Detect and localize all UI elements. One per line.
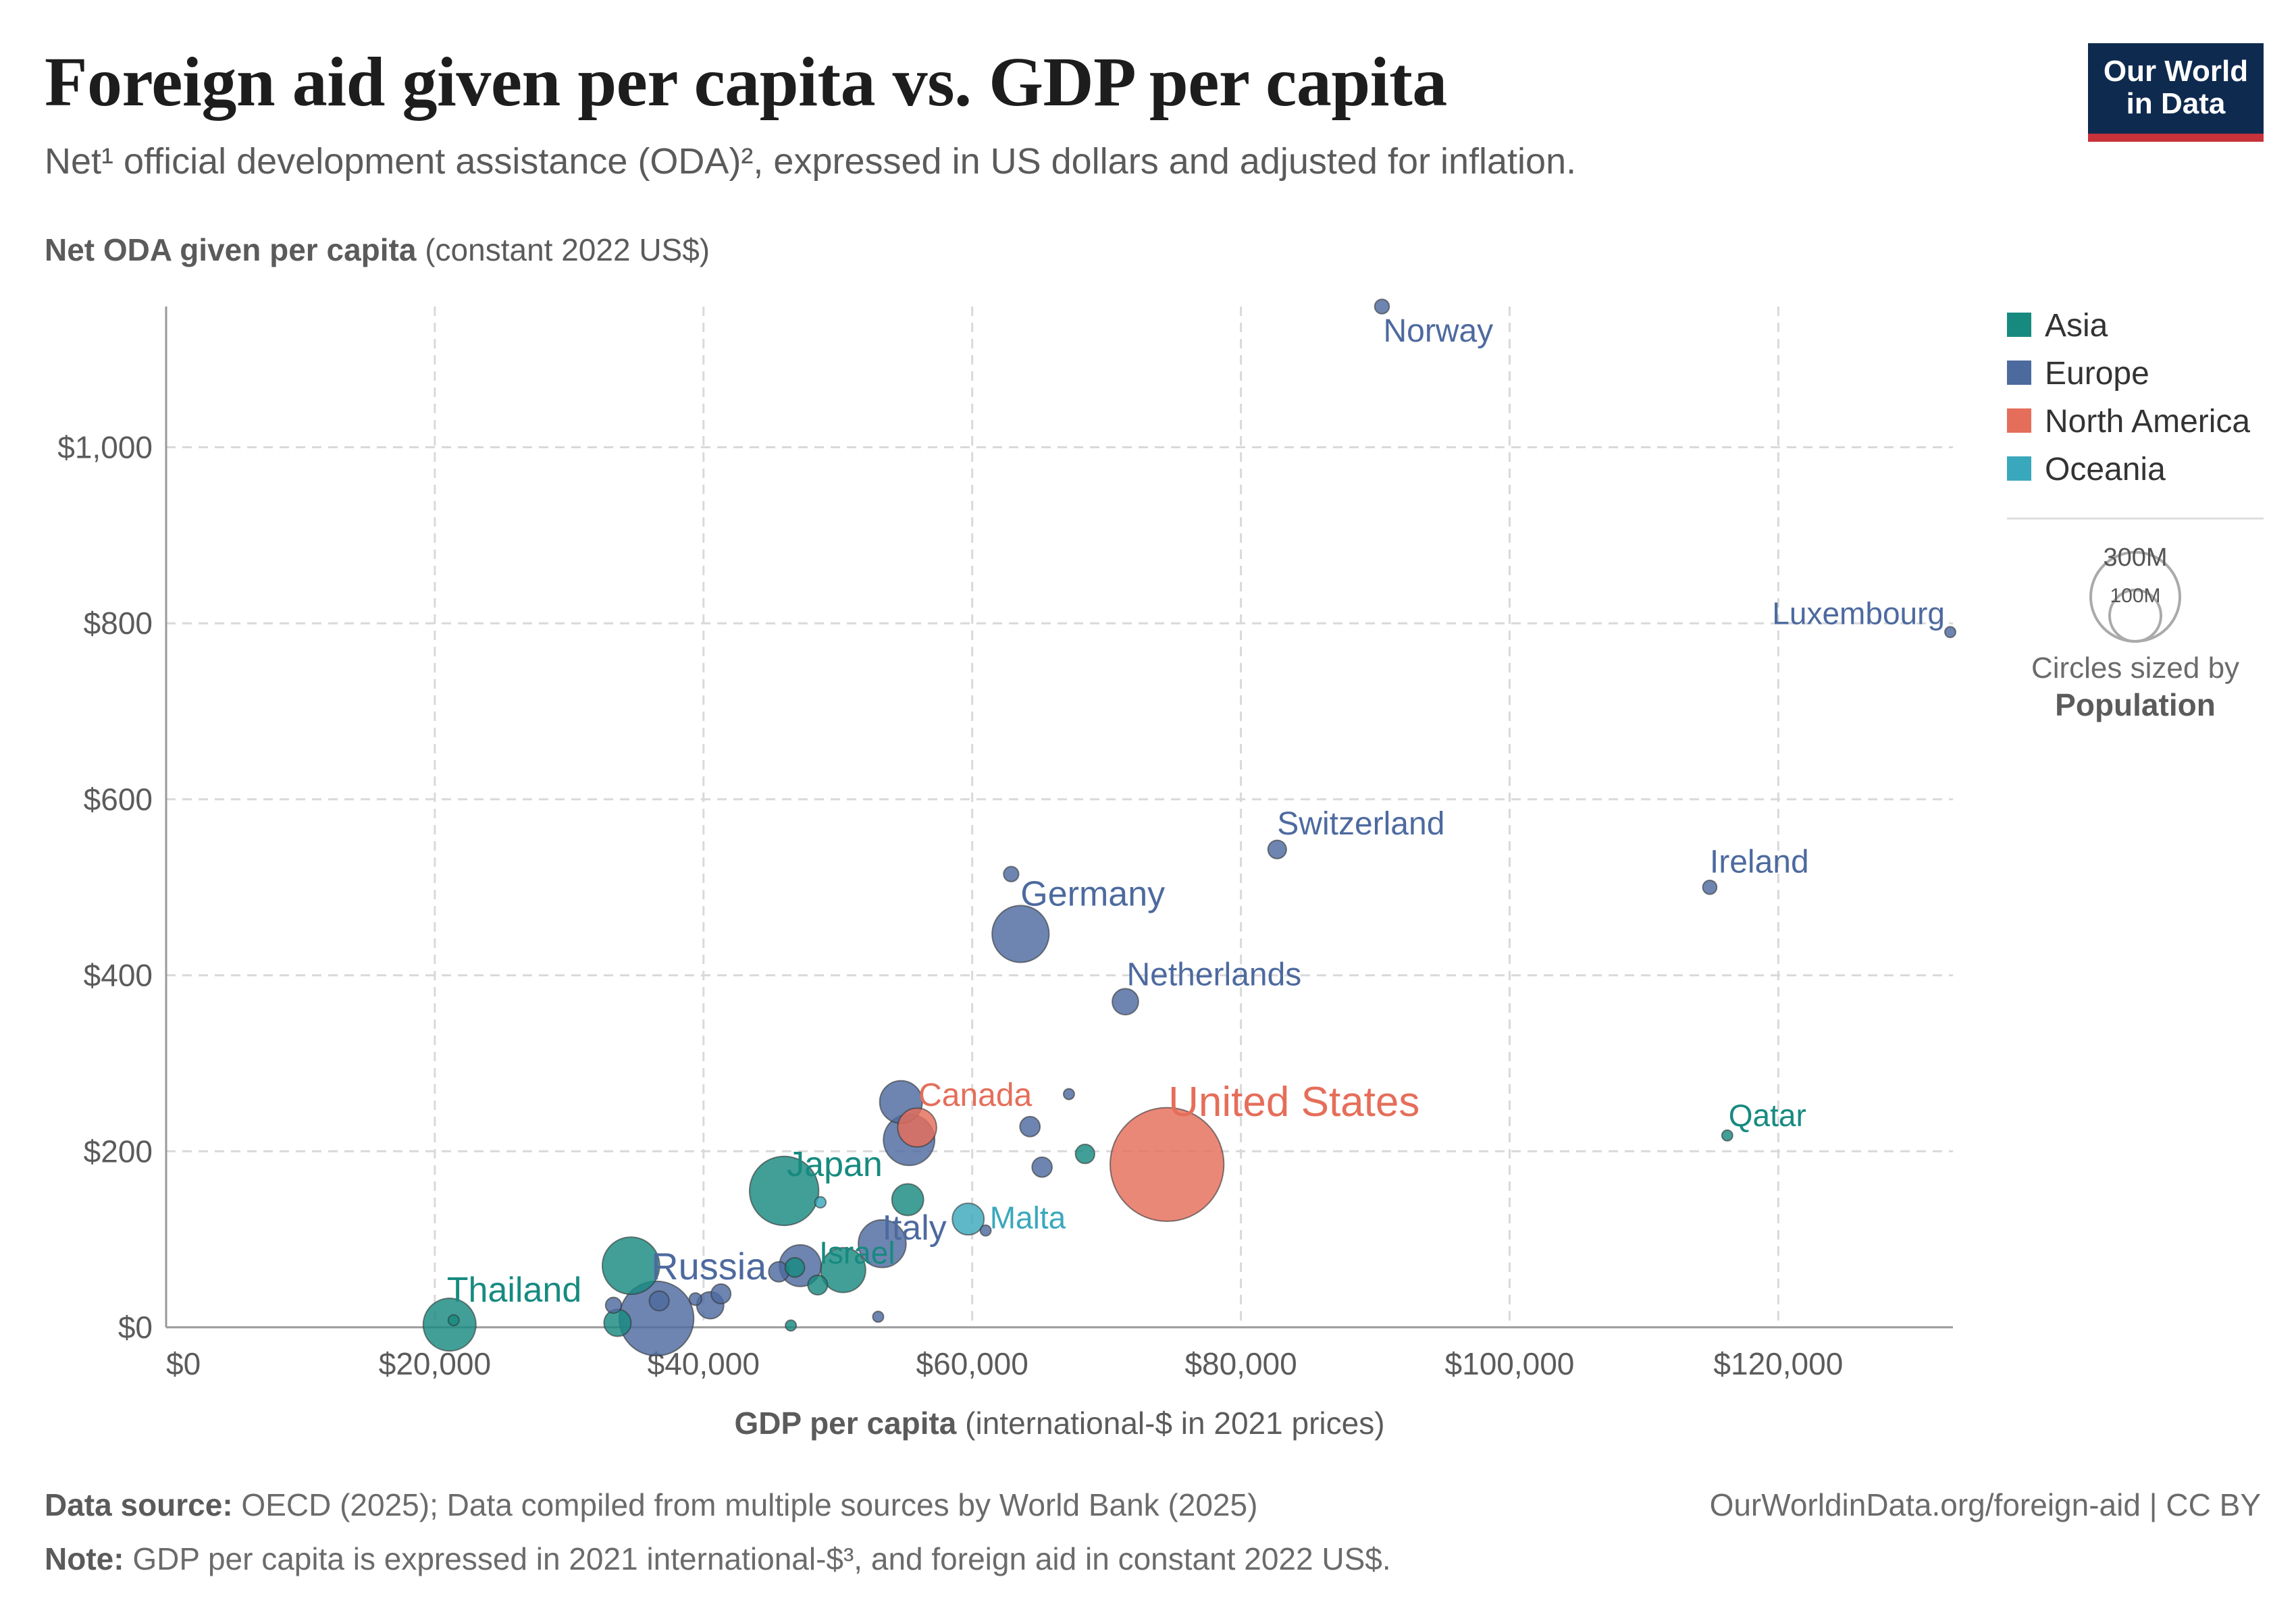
x-tick-label: $0 xyxy=(166,1346,201,1381)
y-tick-label: $400 xyxy=(84,958,153,993)
y-tick-label: $1,000 xyxy=(57,430,153,465)
point-asia[interactable] xyxy=(807,1274,829,1296)
point-luxembourg[interactable] xyxy=(1944,626,1957,639)
point-europe[interactable] xyxy=(1062,1088,1075,1100)
y-tick-label: $0 xyxy=(118,1310,153,1345)
label-israel: Israel xyxy=(819,1235,895,1270)
point-labels: Norway Luxembourg Switzerland Ireland German… xyxy=(447,313,1945,1310)
point-europe[interactable] xyxy=(648,1290,670,1312)
point-europe[interactable] xyxy=(1003,865,1020,882)
x-tick-label: $100,000 xyxy=(1445,1346,1575,1381)
label-united-states: United States xyxy=(1168,1079,1419,1125)
legend: Asia Europe North America Oceania 300M 100M Ci… xyxy=(2007,308,2264,722)
label-ireland: Ireland xyxy=(1710,844,1809,880)
point-asia[interactable] xyxy=(785,1319,798,1332)
legend-swatch-north-america[interactable] xyxy=(2007,408,2031,433)
chart-subtitle: Net¹ official development assistance (OD… xyxy=(45,141,1577,182)
note-label: Note: xyxy=(45,1541,124,1576)
data-source-text: OECD (2025); Data compiled from multiple… xyxy=(232,1487,1258,1522)
size-legend-small-circle xyxy=(2108,589,2162,643)
note-text: GDP per capita is expressed in 2021 inte… xyxy=(124,1541,1391,1576)
point-oceania[interactable] xyxy=(814,1196,827,1209)
size-legend-small-label: 100M xyxy=(2110,585,2160,607)
x-tick-label: $60,000 xyxy=(916,1346,1028,1381)
legend-swatch-asia[interactable] xyxy=(2007,313,2031,337)
point-canada[interactable] xyxy=(897,1107,937,1148)
label-switzerland: Switzerland xyxy=(1277,806,1444,842)
point-europe[interactable] xyxy=(604,1296,623,1314)
x-tick-label: $20,000 xyxy=(379,1346,491,1381)
point-united-states[interactable] xyxy=(1109,1107,1225,1223)
logo-line-2: in Data xyxy=(2126,87,2226,120)
point-qatar[interactable] xyxy=(1721,1129,1733,1142)
logo-line-1: Our World xyxy=(2103,55,2249,88)
label-russia: Russia xyxy=(651,1245,767,1287)
point-asia[interactable] xyxy=(891,1183,924,1217)
point-ireland[interactable] xyxy=(1702,879,1718,895)
point-europe[interactable] xyxy=(1031,1156,1053,1178)
point-europe[interactable] xyxy=(710,1283,732,1305)
legend-label-north-america[interactable]: North America xyxy=(2045,404,2250,440)
y-tick-label: $600 xyxy=(84,782,153,817)
x-axis-title: GDP per capita (international-$ in 2021 … xyxy=(734,1406,1384,1441)
point-asia[interactable] xyxy=(603,1308,632,1337)
source-link[interactable]: OurWorldinData.org/foreign-aid | CC BY xyxy=(1709,1487,2261,1522)
legend-swatch-europe[interactable] xyxy=(2007,361,2031,385)
grid-lines xyxy=(166,307,1953,1327)
data-source-label: Data source: xyxy=(45,1487,233,1522)
legend-label-europe[interactable]: Europe xyxy=(2045,356,2149,392)
point-netherlands[interactable] xyxy=(1112,988,1139,1016)
point-germany[interactable] xyxy=(991,905,1050,963)
label-luxembourg: Luxembourg xyxy=(1772,595,1945,631)
y-tick-label: $200 xyxy=(84,1134,153,1169)
point-asia[interactable] xyxy=(601,1236,660,1296)
size-legend-caption: Circles sized by xyxy=(2031,651,2239,685)
label-malta: Malta xyxy=(990,1200,1066,1235)
point-europe[interactable] xyxy=(688,1292,703,1306)
label-germany: Germany xyxy=(1020,874,1165,913)
size-legend-large-label: 300M xyxy=(2103,543,2167,572)
point-switzerland[interactable] xyxy=(1267,839,1287,859)
point-italy[interactable] xyxy=(858,1219,907,1269)
x-tick-label: $80,000 xyxy=(1184,1346,1297,1381)
label-netherlands: Netherlands xyxy=(1126,957,1301,993)
x-tick-label: $120,000 xyxy=(1713,1346,1843,1381)
label-italy: Italy xyxy=(882,1208,946,1248)
point-norway[interactable] xyxy=(1374,298,1390,315)
data-points xyxy=(422,298,1957,1357)
label-qatar: Qatar xyxy=(1729,1098,1806,1133)
label-canada: Canada xyxy=(918,1077,1032,1113)
legend-label-oceania[interactable]: Oceania xyxy=(2045,452,2166,487)
chart-title: Foreign aid given per capita vs. GDP per… xyxy=(45,43,1447,121)
point-israel[interactable] xyxy=(784,1257,806,1278)
point-europe[interactable] xyxy=(1019,1115,1041,1138)
point-europe[interactable] xyxy=(979,1224,992,1237)
point-malta[interactable] xyxy=(951,1202,985,1236)
point-asia[interactable] xyxy=(447,1314,460,1327)
y-tick-label: $800 xyxy=(84,606,153,641)
y-axis-title: Net ODA given per capita (constant 2022 … xyxy=(45,232,710,267)
data-source: Data source: OECD (2025); Data compiled … xyxy=(45,1487,1257,1523)
owid-logo[interactable]: Our World in Data xyxy=(2088,43,2264,142)
point-asia[interactable] xyxy=(1074,1144,1095,1165)
size-legend-variable: Population xyxy=(2055,687,2216,722)
legend-label-asia[interactable]: Asia xyxy=(2045,308,2108,344)
note: Note: GDP per capita is expressed in 202… xyxy=(45,1541,1391,1577)
axes: Net ODA given per capita (constant 2022 … xyxy=(45,232,1953,1441)
label-japan: Japan xyxy=(787,1145,883,1184)
label-norway: Norway xyxy=(1383,313,1493,349)
label-thailand: Thailand xyxy=(447,1271,581,1310)
point-europe[interactable] xyxy=(872,1310,885,1323)
legend-swatch-oceania[interactable] xyxy=(2007,456,2031,481)
point-japan[interactable] xyxy=(748,1155,820,1227)
